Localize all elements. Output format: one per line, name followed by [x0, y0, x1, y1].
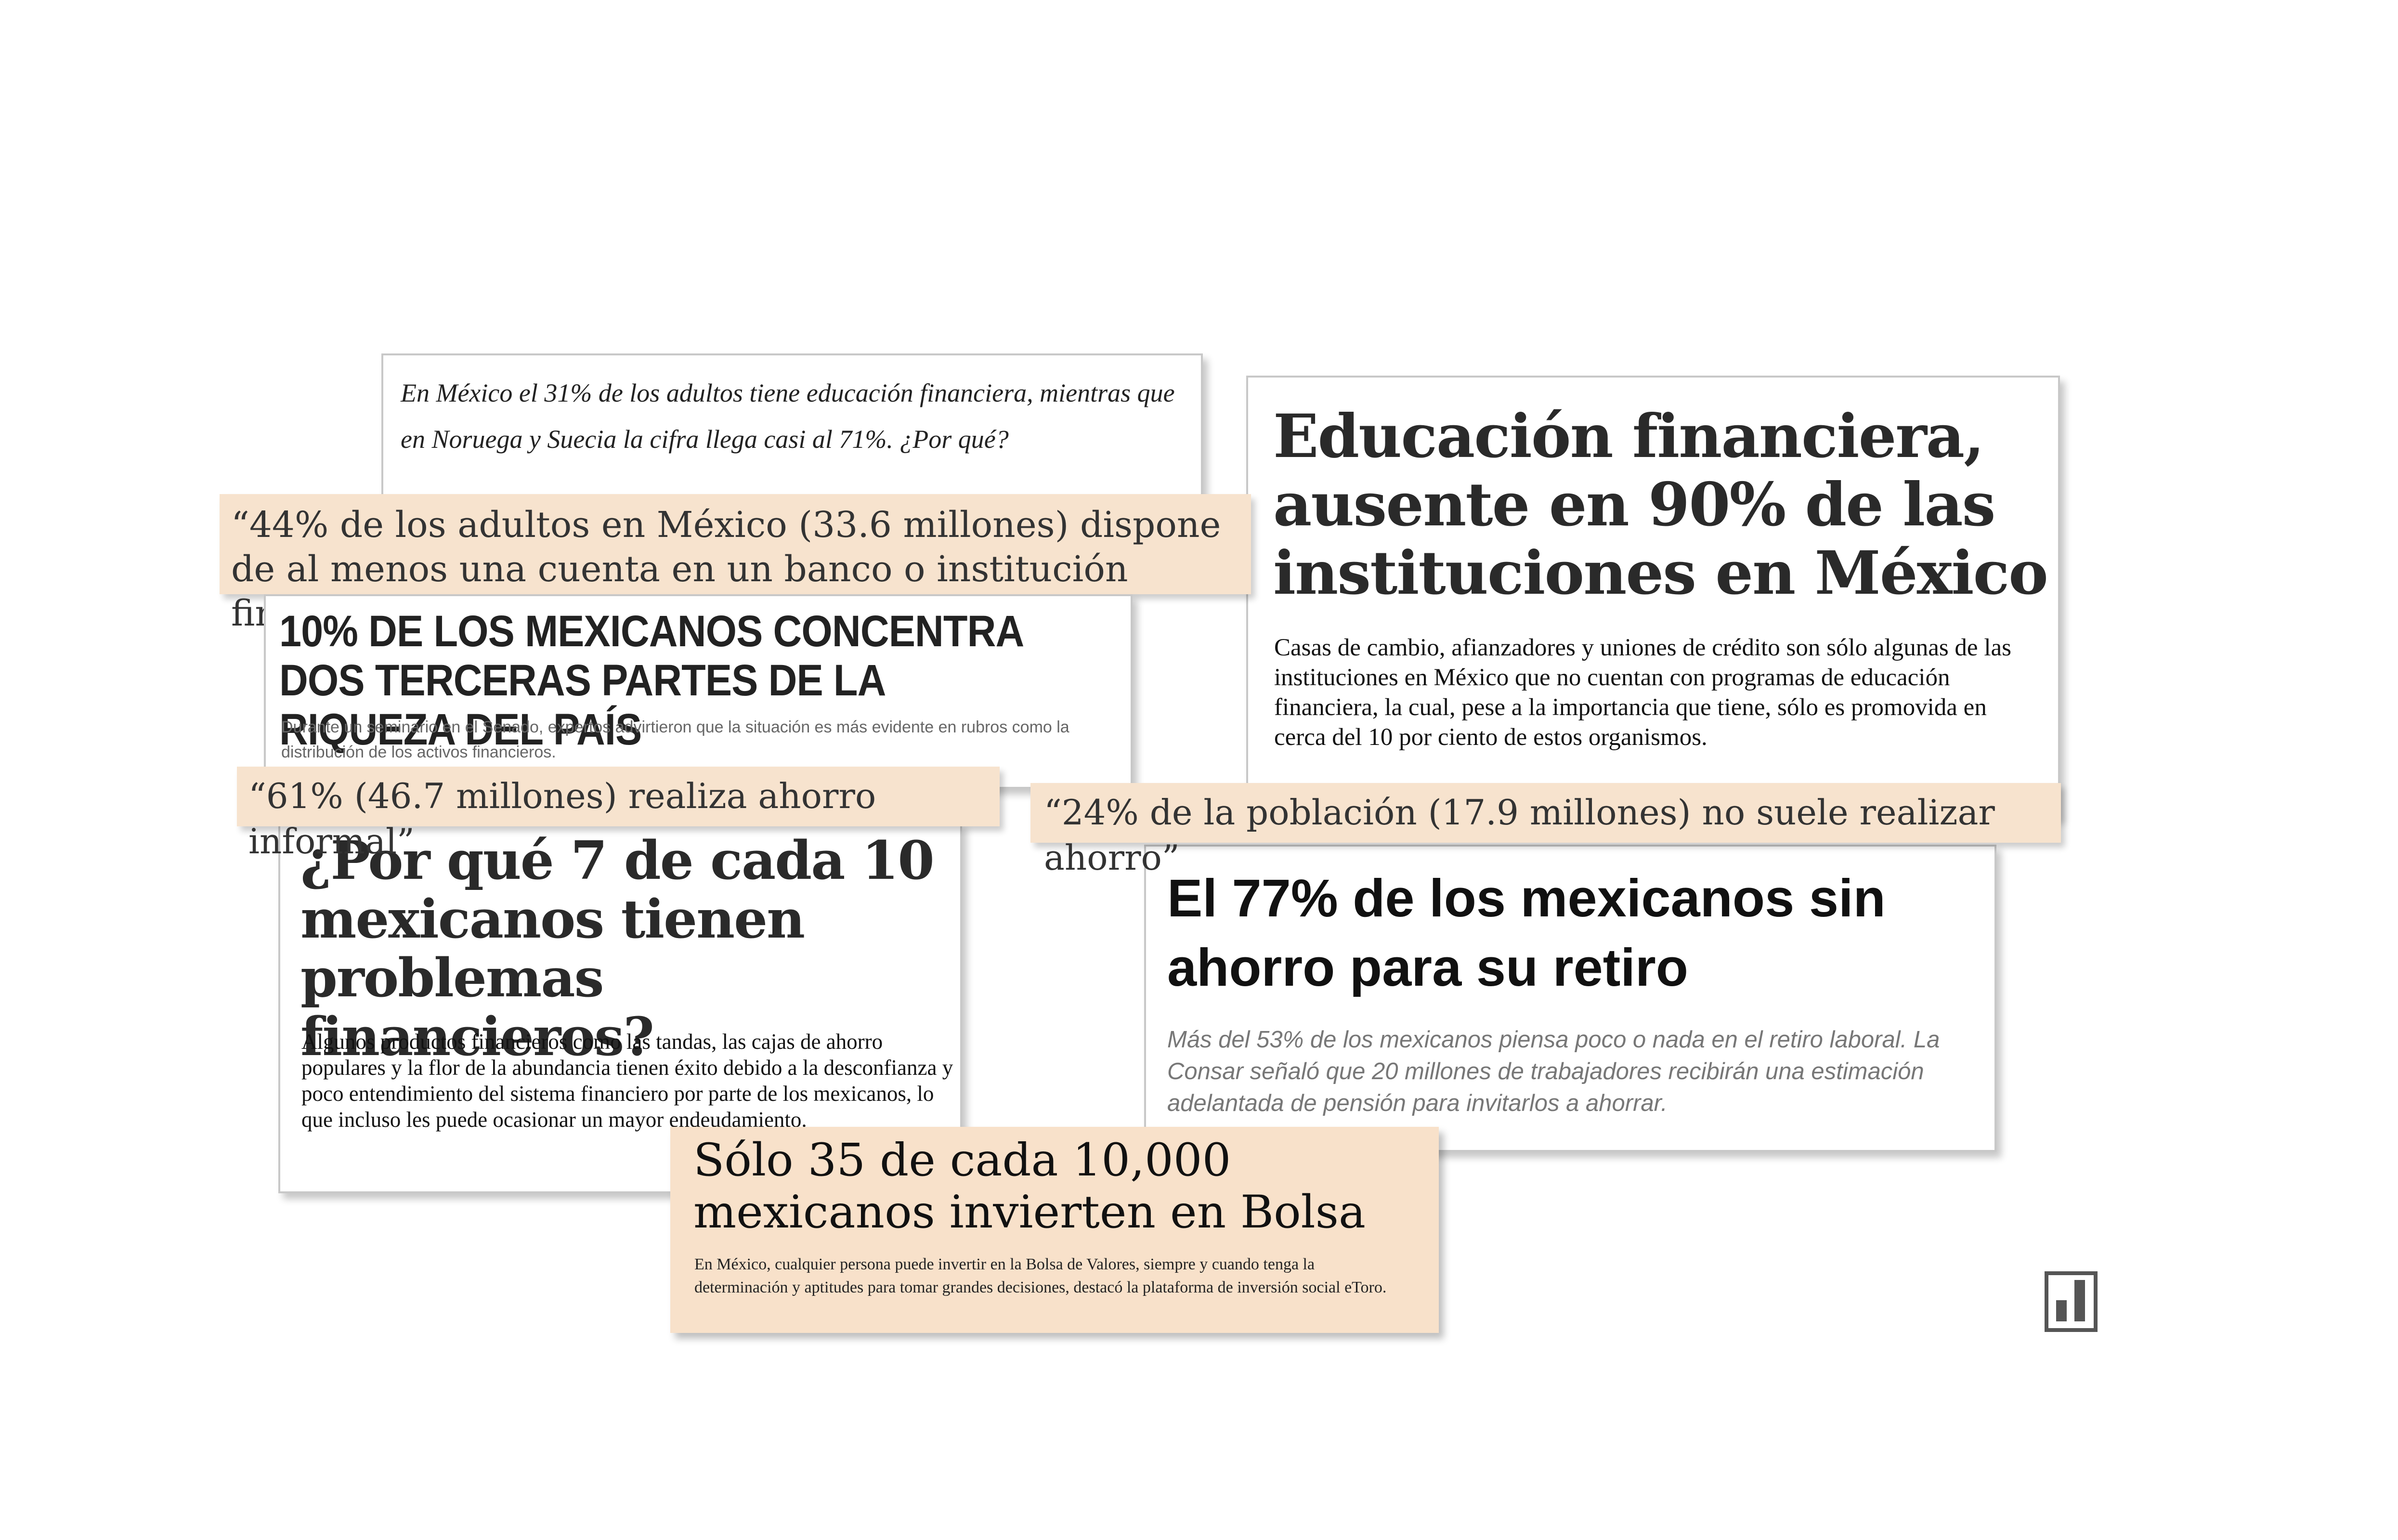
- article-summary: Durante un seminario en el Senado, exper…: [281, 718, 1069, 761]
- article-summary: Algunos productos financieros como las t…: [301, 1030, 953, 1132]
- article-headline: ¿Por qué 7 de cada 10 mexicanos tienen p…: [300, 829, 935, 1068]
- article-headline: 10% DE LOS MEXICANOS CONCENTRA DOS TERCE…: [279, 607, 1023, 754]
- quote-text: “24% de la población (17.9 millones) no …: [1044, 792, 1995, 878]
- bar-chart-icon-bar: [2074, 1280, 2085, 1321]
- article-card-stock-market: Sólo 35 de cada 10,000 mexicanos inviert…: [670, 1127, 1439, 1333]
- article-headline: Sólo 35 de cada 10,000 mexicanos inviert…: [693, 1134, 1366, 1239]
- article-lead-text: En México el 31% de los adultos tiene ed…: [401, 378, 1175, 454]
- bar-chart-icon[interactable]: [2045, 1271, 2098, 1332]
- article-card-education-norway: En México el 31% de los adultos tiene ed…: [381, 353, 1203, 517]
- bar-chart-icon-bar: [2056, 1300, 2067, 1321]
- article-headline: El 77% de los mexicanos sin ahorro para …: [1167, 869, 1886, 997]
- article-card-wealth-concentration: 10% DE LOS MEXICANOS CONCENTRA DOS TERCE…: [264, 594, 1133, 789]
- quote-informal-saving: “61% (46.7 millones) realiza ahorro info…: [237, 767, 1000, 861]
- article-card-financial-education: Educación financiera, ausente en 90% de …: [1246, 376, 2060, 819]
- quote-text: “61% (46.7 millones) realiza ahorro info…: [248, 776, 876, 861]
- article-summary: En México, cualquier persona puede inver…: [694, 1255, 1387, 1296]
- quote-bank-account: “44% de los adultos en México (33.6 mill…: [220, 494, 1251, 634]
- article-summary: Casas de cambio, afianzadores y uniones …: [1274, 634, 2011, 751]
- article-summary: Más del 53% de los mexicanos piensa poco…: [1167, 1027, 1940, 1116]
- article-card-retirement-savings: El 77% de los mexicanos sin ahorro para …: [1144, 845, 1996, 1152]
- quote-text: “44% de los adultos en México (33.6 mill…: [231, 504, 1221, 634]
- article-card-financial-problems: ¿Por qué 7 de cada 10 mexicanos tienen p…: [278, 822, 962, 1193]
- article-headline: Educación financiera, ausente en 90% de …: [1273, 402, 2048, 608]
- quote-no-saving: “24% de la población (17.9 millones) no …: [1030, 783, 2061, 878]
